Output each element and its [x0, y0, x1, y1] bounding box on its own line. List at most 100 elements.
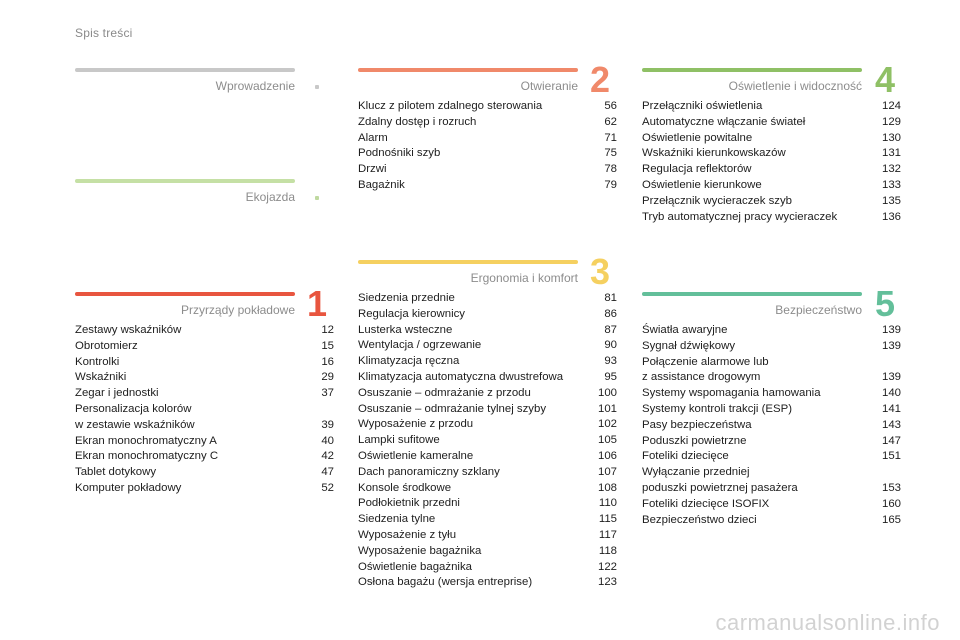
toc-item[interactable]: Pasy bezpieczeństwa 143 [642, 418, 901, 434]
toc-item[interactable]: Oświetlenie kameralne 106 [358, 449, 617, 465]
section-ergonomia-i-komfort: Ergonomia i komfort Siedzenia przednie 81… [358, 260, 617, 591]
toc-item-page: 118 [598, 544, 617, 557]
toc-item[interactable]: Wentylacja / ogrzewanie 90 [358, 338, 617, 354]
toc-item[interactable]: Wyłączanie przedniej poduszki powietrzne… [642, 465, 901, 497]
toc-item-page: 124 [881, 100, 901, 112]
toc-item[interactable]: Tablet dotykowy 47 [75, 465, 334, 481]
toc-item[interactable]: Alarm 71 [358, 131, 617, 147]
toc-list: Siedzenia przednie 81 Regulacja kierownicy… [358, 291, 617, 591]
toc-item[interactable]: Foteliki dziecięce ISOFIX 160 [642, 497, 901, 513]
toc-item-label: Podłokietnik przedni [358, 497, 460, 510]
toc-item-page: 151 [881, 450, 901, 463]
toc-item[interactable]: Światła awaryjne 139 [642, 323, 901, 339]
section-title[interactable]: Ergonomia i komfort [470, 271, 578, 285]
toc-item[interactable]: Wskaźniki 29 [75, 370, 334, 386]
toc-item-page: 143 [881, 418, 901, 431]
section-bar [75, 179, 295, 183]
toc-item[interactable]: Wyposażenie z przodu 102 [358, 417, 617, 433]
toc-item[interactable]: Dach panoramiczny szklany 107 [358, 465, 617, 481]
toc-item[interactable]: Zestawy wskaźników 12 [75, 323, 334, 339]
toc-item[interactable]: Bagażnik 79 [358, 178, 617, 194]
toc-item[interactable]: Osłona bagażu (wersja entreprise) 123 [358, 575, 617, 591]
toc-list: Światła awaryjne 139 Sygnał dźwiękowy 139 Po… [642, 323, 901, 528]
section-marker-dot [315, 196, 319, 200]
toc-item-page: 140 [881, 387, 901, 400]
toc-item-page: 106 [597, 449, 617, 462]
toc-item[interactable]: Klimatyzacja automatyczna dwustrefowa 95 [358, 370, 617, 386]
toc-item[interactable]: Oświetlenie kierunkowe 133 [642, 178, 901, 194]
toc-item[interactable]: Osuszanie – odmrażanie tylnej szyby 101 [358, 402, 617, 418]
section-title[interactable]: Oświetlenie i widoczność [728, 79, 862, 93]
toc-item[interactable]: Automatyczne włączanie świateł 129 [642, 115, 901, 131]
toc-item-page: 129 [881, 115, 901, 128]
toc-item-label: Personalizacja kolorów w zestawie wskaźn… [75, 402, 195, 431]
watermark: carmanualsonline.info [715, 610, 940, 635]
toc-item[interactable]: Osuszanie – odmrażanie z przodu 100 [358, 386, 617, 402]
toc-item-label: Wyposażenie bagażnika [358, 544, 482, 557]
section-marker-dot [315, 85, 319, 89]
toc-item[interactable]: Regulacja kierownicy 86 [358, 307, 617, 323]
toc-item[interactable]: Przełącznik wycieraczek szyb 135 [642, 194, 901, 210]
toc-item-page: 130 [881, 131, 901, 144]
toc-item[interactable]: Oświetlenie powitalne 130 [642, 131, 901, 147]
toc-item[interactable]: Bezpieczeństwo dzieci 165 [642, 513, 901, 529]
toc-item[interactable]: Wskaźniki kierunkowskazów 131 [642, 146, 901, 162]
toc-item[interactable]: Podnośniki szyb 75 [358, 146, 617, 162]
section-wprowadzenie[interactable]: Wprowadzenie [75, 68, 295, 94]
toc-item[interactable]: Połączenie alarmowe lub z assistance dro… [642, 355, 901, 387]
toc-item[interactable]: Obrotomierz 15 [75, 339, 334, 355]
section-title[interactable]: Otwieranie [520, 79, 578, 93]
toc-item-page: 87 [604, 323, 617, 336]
toc-item[interactable]: Kontrolki 16 [75, 355, 334, 371]
section-ekojazda[interactable]: Ekojazda [75, 179, 295, 205]
toc-item[interactable]: Wyposażenie z tyłu 117 [358, 528, 617, 544]
toc-item-page: 136 [881, 210, 901, 223]
toc-item[interactable]: Zegar i jednostki 37 [75, 386, 334, 402]
toc-item[interactable]: Systemy kontroli trakcji (ESP) 141 [642, 402, 901, 418]
toc-item-label: Lusterka wsteczne [358, 323, 453, 336]
toc-item[interactable]: Personalizacja kolorów w zestawie wskaźn… [75, 402, 334, 434]
toc-item-page: 110 [598, 497, 617, 510]
toc-item-label: Pasy bezpieczeństwa [642, 418, 752, 431]
toc-item[interactable]: Lampki sufitowe 105 [358, 433, 617, 449]
toc-item[interactable]: Regulacja reflektorów 132 [642, 162, 901, 178]
toc-item[interactable]: Lusterka wsteczne 87 [358, 323, 617, 339]
toc-item[interactable]: Wyposażenie bagażnika 118 [358, 544, 617, 560]
toc-item-label: Systemy kontroli trakcji (ESP) [642, 402, 793, 415]
toc-item[interactable]: Foteliki dziecięce 151 [642, 449, 901, 465]
toc-item-label: Konsole środkowe [358, 481, 452, 494]
toc-item[interactable]: Klimatyzacja ręczna 93 [358, 354, 617, 370]
toc-item[interactable]: Poduszki powietrzne 147 [642, 434, 901, 450]
toc-item[interactable]: Ekran monochromatyczny C 42 [75, 449, 334, 465]
toc-item[interactable]: Ekran monochromatyczny A 40 [75, 434, 334, 450]
section-title[interactable]: Przyrządy pokładowe [180, 303, 295, 317]
toc-item-label: Zdalny dostęp i rozruch [358, 115, 477, 128]
toc-item[interactable]: Komputer pokładowy 52 [75, 481, 334, 497]
toc-item[interactable]: Klucz z pilotem zdalnego sterowania 56 [358, 99, 617, 115]
section-bar [358, 260, 578, 264]
toc-item[interactable]: Przełączniki oświetlenia 124 [642, 99, 901, 115]
toc-item-page: 132 [881, 163, 901, 176]
toc-item[interactable]: Drzwi 78 [358, 162, 617, 178]
toc-item-label: Siedzenia tylne [358, 513, 436, 526]
toc-item[interactable]: Siedzenia przednie 81 [358, 291, 617, 307]
toc-item-label: Tryb automatycznej pracy wycieraczek [642, 210, 838, 223]
toc-item[interactable]: Siedzenia tylne 115 [358, 512, 617, 528]
toc-list: Klucz z pilotem zdalnego sterowania 56 Zda… [358, 99, 617, 194]
toc-item[interactable]: Oświetlenie bagażnika 122 [358, 560, 617, 576]
toc-item-label: Podnośniki szyb [358, 147, 441, 160]
toc-item-page: 139 [881, 371, 901, 384]
toc-item[interactable]: Podłokietnik przedni 110 [358, 496, 617, 512]
section-otwieranie: Otwieranie Klucz z pilotem zdalnego ster… [358, 68, 617, 194]
toc-item-page: 86 [604, 307, 617, 320]
toc-item[interactable]: Zdalny dostęp i rozruch 62 [358, 115, 617, 131]
toc-item-page: 100 [597, 386, 617, 399]
toc-item[interactable]: Systemy wspomagania hamowania 140 [642, 386, 901, 402]
toc-item[interactable]: Tryb automatycznej pracy wycieraczek 136 [642, 210, 901, 226]
toc-item[interactable]: Sygnał dźwiękowy 139 [642, 339, 901, 355]
section-title[interactable]: Bezpieczeństwo [775, 303, 862, 317]
section-bar [642, 292, 862, 296]
toc-item[interactable]: Konsole środkowe 108 [358, 481, 617, 497]
toc-item-label: Foteliki dziecięce ISOFIX [642, 497, 770, 510]
toc-item-page: 131 [881, 147, 901, 160]
